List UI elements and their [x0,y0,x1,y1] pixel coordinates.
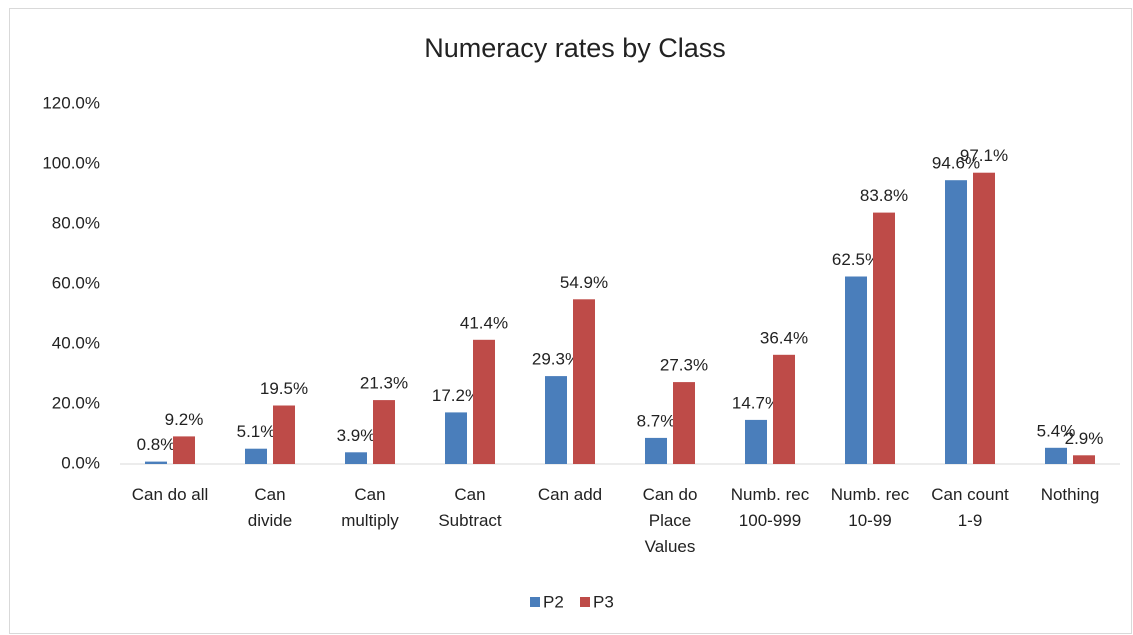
bar [745,419,767,464]
legend-label: P2 [543,592,564,611]
bar [145,461,167,464]
chart-title: Numeracy rates by Class [424,33,726,63]
value-label: 3.9% [337,426,376,445]
value-label: 27.3% [660,356,708,375]
value-label: 83.8% [860,186,908,205]
legend-swatch [530,597,540,607]
value-label: 54.9% [560,273,608,292]
x-tick-label: Can multiply [341,485,399,530]
chart-border [9,8,1132,634]
value-label: 17.2% [432,386,480,405]
legend-swatch [580,597,590,607]
y-tick-label: 120.0% [42,93,100,112]
value-label: 97.1% [960,146,1008,165]
bar [873,212,895,464]
bar [373,400,395,464]
bar [1045,447,1067,464]
x-tick-label: Can count 1-9 [931,485,1009,530]
legend-label: P3 [593,592,614,611]
value-label: 5.1% [237,422,276,441]
value-label: 0.8% [137,435,176,454]
value-label: 5.4% [1037,421,1076,440]
value-label: 36.4% [760,328,808,347]
x-tick-label: Can do Place Values [643,485,698,556]
value-label: 21.3% [360,374,408,393]
bar [845,276,867,464]
x-tick-label: Numb. rec 100-999 [731,485,810,530]
bar [473,339,495,464]
x-tick-label: Can do all [132,485,209,504]
value-label: 62.5% [832,250,880,269]
y-tick-label: 80.0% [52,213,100,232]
value-label: 94.6% [932,154,980,173]
x-tick-label: Can Subtract [438,485,502,530]
y-tick-label: 0.0% [61,453,100,472]
bar [273,405,295,464]
y-tick-label: 60.0% [52,273,100,292]
x-tick-label: Can add [538,485,602,504]
bar [545,376,567,464]
bar [773,354,795,464]
value-label: 2.9% [1065,429,1104,448]
bar [645,437,667,464]
value-label: 19.5% [260,379,308,398]
value-label: 8.7% [637,411,676,430]
value-label: 29.3% [532,350,580,369]
value-label: 9.2% [165,410,204,429]
x-tick-label: Numb. rec 10-99 [831,485,910,530]
bar [673,382,695,464]
bar [1073,455,1095,464]
bar [173,436,195,464]
bar [945,180,967,464]
bar [345,452,367,464]
x-tick-label: Nothing [1041,485,1100,504]
y-tick-label: 20.0% [52,393,100,412]
bar [573,299,595,464]
x-tick-label: Can divide [248,485,292,530]
bar [245,448,267,464]
bar [445,412,467,464]
y-tick-label: 40.0% [52,333,100,352]
value-label: 14.7% [732,393,780,412]
bar [973,172,995,464]
y-tick-label: 100.0% [42,153,100,172]
value-label: 41.4% [460,313,508,332]
